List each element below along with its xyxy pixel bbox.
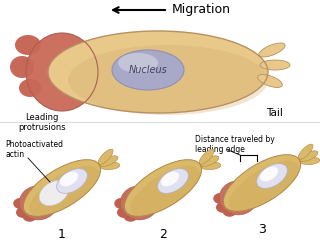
- Ellipse shape: [118, 53, 158, 73]
- Ellipse shape: [48, 31, 268, 113]
- Ellipse shape: [300, 151, 318, 162]
- Ellipse shape: [300, 157, 320, 165]
- Ellipse shape: [120, 186, 158, 220]
- Ellipse shape: [219, 181, 257, 215]
- Ellipse shape: [100, 162, 120, 170]
- Text: 3: 3: [258, 223, 266, 236]
- Ellipse shape: [158, 169, 188, 193]
- Ellipse shape: [161, 172, 179, 186]
- Ellipse shape: [13, 198, 27, 209]
- Text: 2: 2: [159, 228, 167, 241]
- Ellipse shape: [213, 193, 227, 204]
- Ellipse shape: [130, 166, 200, 216]
- Text: Leading
protrusions: Leading protrusions: [18, 113, 66, 132]
- Ellipse shape: [98, 149, 113, 164]
- Ellipse shape: [117, 207, 131, 218]
- Ellipse shape: [259, 43, 285, 57]
- Ellipse shape: [112, 50, 184, 90]
- Ellipse shape: [201, 162, 221, 170]
- Text: Nucleus: Nucleus: [129, 65, 167, 75]
- Ellipse shape: [19, 79, 41, 97]
- Ellipse shape: [15, 35, 41, 55]
- Ellipse shape: [222, 206, 236, 217]
- Ellipse shape: [23, 160, 101, 216]
- Ellipse shape: [199, 149, 214, 164]
- Text: Migration: Migration: [172, 4, 231, 16]
- Text: Photoactivated
actin: Photoactivated actin: [5, 140, 63, 160]
- Ellipse shape: [260, 167, 278, 181]
- Ellipse shape: [124, 211, 138, 222]
- Ellipse shape: [229, 161, 299, 211]
- Text: Distance traveled by
leading edge: Distance traveled by leading edge: [195, 135, 275, 154]
- Ellipse shape: [260, 60, 290, 70]
- Ellipse shape: [223, 155, 301, 211]
- Text: 1: 1: [58, 228, 66, 241]
- Ellipse shape: [68, 45, 268, 115]
- Ellipse shape: [200, 156, 219, 166]
- Ellipse shape: [298, 144, 313, 159]
- Ellipse shape: [26, 33, 98, 111]
- Ellipse shape: [29, 166, 99, 216]
- Ellipse shape: [216, 202, 230, 213]
- Ellipse shape: [258, 75, 282, 87]
- Ellipse shape: [60, 172, 78, 186]
- Ellipse shape: [124, 160, 202, 216]
- Ellipse shape: [22, 211, 36, 222]
- Ellipse shape: [257, 164, 287, 188]
- Ellipse shape: [10, 56, 34, 78]
- Ellipse shape: [39, 180, 69, 206]
- Ellipse shape: [57, 169, 87, 193]
- Ellipse shape: [114, 198, 128, 209]
- Ellipse shape: [16, 207, 30, 218]
- Ellipse shape: [19, 186, 57, 220]
- Text: Tail: Tail: [267, 108, 284, 118]
- Ellipse shape: [100, 156, 118, 166]
